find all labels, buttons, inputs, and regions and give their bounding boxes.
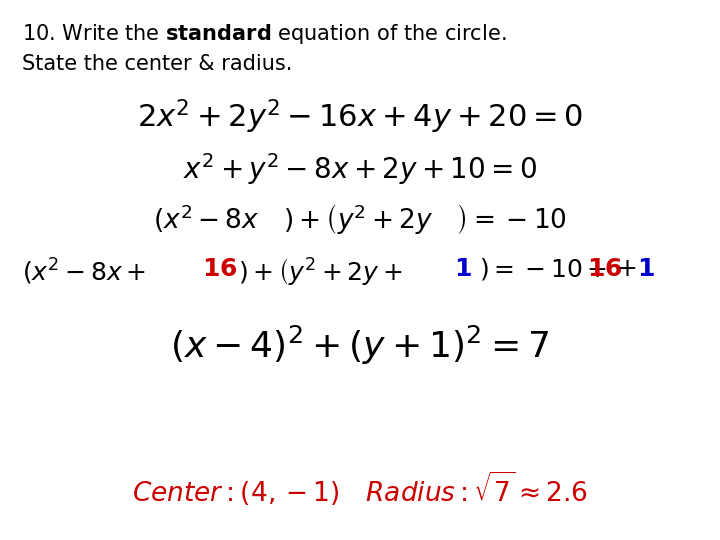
Text: State the center & radius.: State the center & radius. bbox=[22, 54, 292, 74]
Text: $\left(x^2 - 8x\quad\right) + \left(y^2 + 2y\quad\right) = -10$: $\left(x^2 - 8x\quad\right) + \left(y^2 … bbox=[153, 202, 567, 237]
Text: $\left(x-4\right)^2 + \left(y+1\right)^2 = 7$: $\left(x-4\right)^2 + \left(y+1\right)^2… bbox=[171, 324, 549, 367]
Text: $\left.\right)=-10+$: $\left.\right)=-10+$ bbox=[479, 256, 607, 282]
Text: $\mathbf{16}$: $\mathbf{16}$ bbox=[202, 256, 237, 280]
Text: $2x^2 + 2y^2 - 16x + 4y + 20 = 0$: $2x^2 + 2y^2 - 16x + 4y + 20 = 0$ bbox=[137, 97, 583, 136]
Text: $\left.\right)+\left(y^2+2y+\right.$: $\left.\right)+\left(y^2+2y+\right.$ bbox=[238, 256, 402, 289]
Text: $\it{Center}: (4,-1) \quad \it{Radius}: \sqrt{7} \approx 2.6$: $\it{Center}: (4,-1) \quad \it{Radius}: … bbox=[132, 470, 588, 508]
Text: $\mathbf{16}$: $\mathbf{16}$ bbox=[587, 256, 622, 280]
Text: $x^2 + y^2 - 8x + 2y + 10 = 0$: $x^2 + y^2 - 8x + 2y + 10 = 0$ bbox=[183, 151, 537, 187]
Text: $\mathbf{1}$: $\mathbf{1}$ bbox=[454, 256, 472, 280]
Text: $\left(x^2-8x+\right.$: $\left(x^2-8x+\right.$ bbox=[22, 256, 145, 287]
Text: 10. Write the $\mathbf{standard}$ equation of the circle.: 10. Write the $\mathbf{standard}$ equati… bbox=[22, 22, 506, 45]
Text: $\mathbf{1}$: $\mathbf{1}$ bbox=[637, 256, 655, 280]
Text: $+$: $+$ bbox=[616, 256, 636, 280]
